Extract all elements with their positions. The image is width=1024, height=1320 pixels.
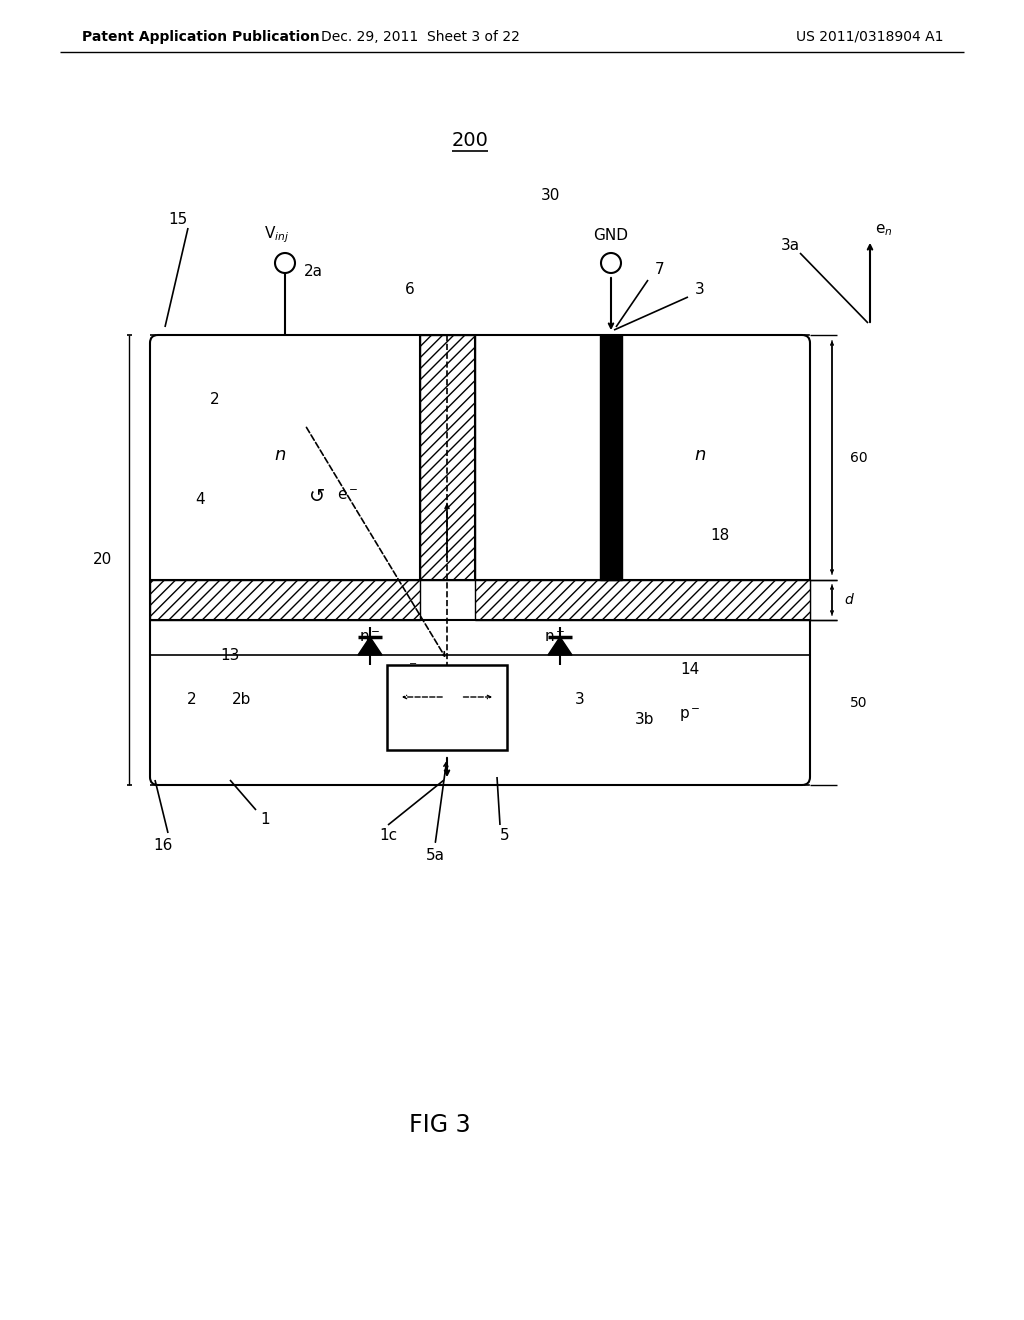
Text: 5a: 5a bbox=[426, 847, 444, 862]
Text: n$^-$: n$^-$ bbox=[544, 631, 566, 645]
Text: 13: 13 bbox=[220, 648, 240, 663]
Bar bbox=[387, 665, 507, 750]
Text: 2: 2 bbox=[187, 693, 197, 708]
Text: 2a: 2a bbox=[303, 264, 323, 279]
Text: FIG 3: FIG 3 bbox=[410, 1113, 471, 1137]
Text: 50: 50 bbox=[850, 696, 867, 710]
Text: $\circlearrowleft$: $\circlearrowleft$ bbox=[305, 486, 326, 504]
Text: 18: 18 bbox=[711, 528, 730, 543]
Text: 2b: 2b bbox=[232, 693, 252, 708]
Text: 3b: 3b bbox=[635, 713, 654, 727]
Text: US 2011/0318904 A1: US 2011/0318904 A1 bbox=[797, 30, 944, 44]
Bar bbox=[600, 335, 622, 579]
Text: 1: 1 bbox=[260, 813, 269, 828]
Text: 3: 3 bbox=[575, 693, 585, 708]
Text: d: d bbox=[844, 593, 853, 607]
Text: GND: GND bbox=[594, 227, 629, 243]
Polygon shape bbox=[548, 638, 572, 655]
Bar bbox=[420, 335, 475, 579]
Text: p$^-$: p$^-$ bbox=[679, 706, 700, 723]
Text: 5: 5 bbox=[500, 828, 510, 842]
Text: 15: 15 bbox=[168, 213, 187, 227]
Bar bbox=[475, 579, 810, 620]
Text: e$^-$: e$^-$ bbox=[337, 487, 358, 503]
Text: 2: 2 bbox=[210, 392, 220, 408]
Text: 7: 7 bbox=[655, 263, 665, 277]
Polygon shape bbox=[358, 638, 382, 655]
Text: 3: 3 bbox=[695, 282, 705, 297]
Text: n: n bbox=[694, 446, 706, 465]
Text: n: n bbox=[274, 446, 286, 465]
Text: Patent Application Publication: Patent Application Publication bbox=[82, 30, 319, 44]
Text: 1c: 1c bbox=[379, 828, 397, 842]
Text: V$_{inj}$: V$_{inj}$ bbox=[264, 224, 290, 246]
Circle shape bbox=[601, 253, 621, 273]
Text: 6: 6 bbox=[406, 282, 415, 297]
Text: Dec. 29, 2011  Sheet 3 of 22: Dec. 29, 2011 Sheet 3 of 22 bbox=[321, 30, 519, 44]
Text: n$^-$: n$^-$ bbox=[359, 631, 381, 645]
Text: 14: 14 bbox=[680, 663, 699, 677]
FancyBboxPatch shape bbox=[150, 335, 810, 785]
Text: 20: 20 bbox=[93, 553, 112, 568]
Text: e$^-$: e$^-$ bbox=[398, 663, 418, 677]
Circle shape bbox=[275, 253, 295, 273]
Text: 4: 4 bbox=[196, 492, 205, 507]
Text: p$^+$: p$^+$ bbox=[412, 710, 433, 730]
Text: e$_n$: e$_n$ bbox=[874, 222, 893, 238]
Text: 16: 16 bbox=[154, 837, 173, 853]
Text: 60: 60 bbox=[850, 451, 867, 465]
Text: 3a: 3a bbox=[780, 238, 800, 252]
Text: 30: 30 bbox=[541, 187, 560, 202]
Bar bbox=[150, 579, 420, 620]
Text: 200: 200 bbox=[452, 131, 488, 149]
